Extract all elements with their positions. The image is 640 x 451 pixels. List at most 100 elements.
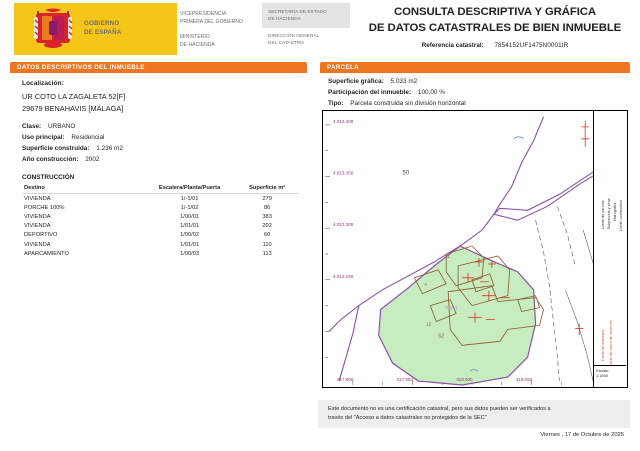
section-header-inmueble: DATOS DESCRIPTIVOS DEL INMUEBLE	[10, 62, 307, 73]
uso-principal-row: Uso principal: Residencial	[22, 134, 104, 141]
y-tick-label-3: 4.013.250	[333, 274, 354, 279]
subject-parcel-polygon[interactable]	[378, 245, 537, 386]
table-row: VIVIENDA 1/01/01 202	[22, 222, 299, 231]
cell-escalera-planta-puerta: 1/-1/01	[180, 195, 199, 202]
direccion-catastro-block: DIRECCIÓN GENERAL DEL CATASTRO	[262, 33, 350, 55]
vicepresidencia-line-1: VICEPRESIDENCIA	[180, 11, 227, 17]
x-tick-label-2: 318.000	[456, 377, 473, 382]
x-tick-label-3: 318.050	[516, 377, 533, 382]
map-axis-ticks-left	[325, 124, 331, 358]
superficie-grafica-row: Superficie gráfica: 5.033 m2	[328, 78, 417, 85]
parcel-number-A: A	[424, 282, 427, 287]
legend-item-1: Subparcela y zona	[607, 198, 611, 229]
cell-destino: VIVIENDA	[24, 195, 51, 202]
cell-escalera-planta-puerta: 1/00/01	[180, 213, 200, 220]
y-tick-label-1: 4.013.350	[333, 171, 354, 176]
legend-item-3: Límite constructivo	[619, 199, 623, 231]
table-row: PORCHE 100% 1/-1/02 86	[22, 203, 299, 212]
column-header-superficie: Superficie m²	[235, 184, 299, 194]
map-canvas[interactable]: 4.013.400 4.013.350 4.013.300 4.013.250 …	[323, 111, 627, 387]
direccion-value: UR COTO LA ZAGALETA 52[F]	[22, 92, 126, 101]
clase-row: Clase: URBANO	[22, 123, 75, 130]
cell-superficie: 279	[262, 195, 272, 202]
hydro-marks	[469, 136, 524, 372]
scale-label: Escala:	[596, 368, 609, 373]
map-tick-labels: 4.013.400 4.013.350 4.013.300 4.013.250 …	[333, 119, 533, 382]
anio-construccion-row: Año construcción: 2002	[22, 156, 99, 163]
legend-item-4: Límite de manzana	[601, 329, 605, 361]
superficie-grafica-label: Superficie gráfica:	[328, 78, 384, 85]
uso-principal-label: Uso principal:	[22, 134, 65, 141]
tipo-value: Parcela construida sin división horizont…	[350, 100, 466, 107]
gobierno-de-espana-logo: GOBIERNO DE ESPAÑA	[14, 3, 177, 55]
document-header: GOBIERNO DE ESPAÑA VICEPRESIDENCIA PRIME…	[0, 0, 640, 58]
tipo-label: Tipo:	[328, 100, 344, 107]
gobierno-line-1: GOBIERNO	[84, 20, 120, 28]
parcel-number-12: 12	[426, 321, 431, 326]
anio-construccion-value: 2002	[85, 156, 100, 163]
hydrography-lines	[535, 206, 576, 382]
cell-destino: APARCAMIENTO	[24, 250, 69, 257]
footer-disclaimer: Este documento no es una certificación c…	[318, 400, 630, 428]
cell-destino: DEPORTIVO	[24, 232, 58, 239]
secretaria-line-2: DE HACIENDA	[268, 17, 301, 23]
parcel-ref-faded: 78541	[444, 306, 458, 312]
ministerio-line-1: MINISTERIO	[180, 34, 210, 40]
legend-item-2: Hidrografía	[613, 202, 617, 221]
superficie-grafica-value: 5.033 m2	[390, 78, 418, 85]
vicepresidencia-line-2: PRIMERA DEL GOBIERNO	[180, 18, 243, 25]
table-row: VIVIENDA 1/01/01 110	[22, 240, 299, 249]
municipio-value: 29679 BENAHAVIS [MÁLAGA]	[22, 104, 124, 113]
cell-destino: VIVIENDA	[24, 213, 51, 220]
ministerio-line-2: DE HACIENDA	[180, 41, 215, 48]
cell-escalera-planta-puerta: 1/00/02	[180, 232, 200, 239]
coat-of-arms-icon	[30, 7, 76, 51]
cell-superficie: 113	[262, 250, 272, 257]
column-header-escalera-planta-puerta: Escalera/Planta/Puerta	[143, 184, 236, 194]
title-line-2: DE DATOS CATASTRALES DE BIEN INMUEBLE	[368, 22, 622, 35]
disclaimer-line-1: Este documento no es una certificación c…	[328, 406, 551, 412]
x-tick-label-0: 317.900	[337, 377, 354, 382]
tipo-row: Tipo: Parcela construida sin división ho…	[328, 100, 466, 107]
cell-superficie: 86	[263, 204, 271, 211]
participacion-row: Participación del inmueble: 100,00 %	[328, 89, 445, 96]
table-header-row: Destino Escalera/Planta/Puerta Superfici…	[22, 184, 299, 194]
title-line-1: CONSULTA DESCRIPTIVA Y GRÁFICA	[393, 6, 597, 18]
y-tick-label-2: 4.013.300	[333, 222, 354, 227]
parcel-number-50: 50	[403, 171, 410, 177]
secretaria-estado-block: SECRETARÍA DE ESTADO DE HACIENDA	[262, 3, 350, 28]
direccion-line-2: DEL CATASTRO	[268, 41, 304, 47]
participacion-label: Participación del inmueble:	[328, 89, 412, 96]
direccion-line-1: DIRECCIÓN GENERAL	[268, 34, 320, 39]
document-title: CONSULTA DESCRIPTIVA Y GRÁFICA DE DATOS …	[352, 4, 638, 49]
table-row: VIVIENDA 1/-1/01 279	[22, 194, 299, 204]
cell-escalera-planta-puerta: 1/00/03	[180, 250, 200, 257]
participacion-value: 100,00 %	[417, 89, 445, 96]
cell-destino: VIVIENDA	[24, 241, 51, 248]
parcel-number-I1: I1	[446, 254, 450, 259]
map-legend: Límite de parcela Subparcela y zona Hidr…	[593, 111, 627, 387]
secretaria-line-1: SECRETARÍA DE ESTADO	[268, 10, 327, 15]
panel-datos-inmueble: Localización: UR COTO LA ZAGALETA 52[F] …	[10, 73, 307, 393]
ministerio-block: VICEPRESIDENCIA PRIMERA DEL GOBIERNO MIN…	[180, 3, 258, 55]
referencia-catastral-value: 7854152UF1475N0001IR	[494, 42, 569, 50]
superficie-construida-row: Superficie construida: 1.236 m2	[22, 145, 123, 152]
section-header-parcela: PARCELA	[320, 62, 630, 73]
column-header-destino: Destino	[22, 184, 144, 194]
clase-label: Clase:	[22, 123, 42, 130]
clase-value: URBANO	[47, 123, 76, 130]
superficie-construida-label: Superficie construida:	[22, 145, 90, 152]
building-footprints	[413, 245, 544, 346]
superficie-construida-value: 1.236 m2	[96, 145, 123, 152]
cell-superficie: 110	[262, 241, 272, 248]
referencia-catastral-label: Referencia catastral:	[421, 42, 484, 50]
parcel-number-52: 52	[438, 333, 444, 339]
cell-superficie: 60	[263, 232, 271, 239]
legend-item-0: Límite de parcela	[601, 200, 605, 229]
table-row: DEPORTIVO 1/00/02 60	[22, 231, 299, 240]
cell-superficie: 383	[262, 213, 272, 220]
cadastral-map[interactable]: 4.013.400 4.013.350 4.013.300 4.013.250 …	[322, 110, 628, 388]
uso-principal-value: Residencial	[71, 134, 105, 141]
x-tick-label-1: 317.950	[397, 377, 414, 382]
gobierno-line-2: DE ESPAÑA	[84, 29, 122, 36]
